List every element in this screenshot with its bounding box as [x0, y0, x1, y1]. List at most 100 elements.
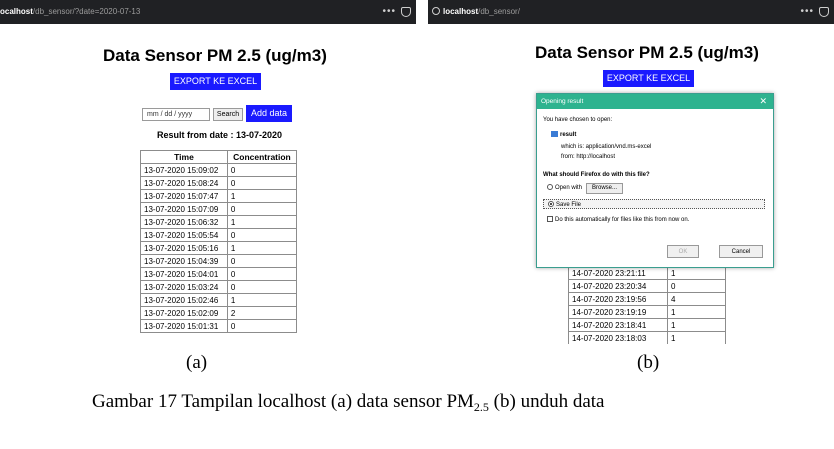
concentration-cell: 4 — [667, 292, 726, 306]
browser-url-bar[interactable]: localhost/db_sensor/ ••• — [428, 0, 834, 24]
figure-caption-post: (b) unduh data — [488, 391, 605, 412]
opening-file-dialog: Opening result ✕ You have chosen to open… — [536, 93, 774, 268]
concentration-cell: 1 — [226, 215, 298, 229]
sensor-data-table: 14-07-2020 23:21:11 1 14-07-2020 23:20:34… — [568, 266, 726, 344]
column-header-time: Time — [140, 150, 228, 164]
time-cell: 13-07-2020 15:02:09 — [140, 306, 228, 320]
table-row: 13-07-2020 15:03:24 0 — [140, 280, 298, 294]
table-row: 14-07-2020 23:20:34 0 — [568, 279, 726, 293]
page-title: Data Sensor PM 2.5 (ug/m3) — [103, 46, 327, 65]
time-cell: 13-07-2020 15:04:39 — [140, 254, 228, 268]
date-input[interactable]: mm / dd / yyyy — [142, 108, 210, 121]
time-cell: 13-07-2020 15:02:46 — [140, 293, 228, 307]
table-row: 14-07-2020 23:19:56 4 — [568, 292, 726, 306]
table-row: 13-07-2020 15:08:24 0 — [140, 176, 298, 190]
concentration-cell: 1 — [667, 331, 726, 344]
concentration-cell: 2 — [226, 306, 298, 320]
save-file-row-content: Save File — [548, 201, 581, 208]
file-icon — [551, 131, 558, 137]
table-row: 13-07-2020 15:02:46 1 — [140, 293, 298, 307]
pocket-icon[interactable] — [819, 7, 829, 17]
export-excel-button[interactable]: EXPORT KE EXCEL — [603, 70, 694, 87]
browser-url-bar[interactable]: ocalhost/db_sensor/?date=2020-07-13 ••• — [0, 0, 416, 24]
add-data-button[interactable]: Add data — [246, 105, 292, 122]
table-row: 13-07-2020 15:05:54 0 — [140, 228, 298, 242]
search-button[interactable]: Search — [213, 108, 243, 121]
source-label: from: http://localhost — [561, 154, 616, 160]
screenshot-panel-b: localhost/db_sensor/ ••• Data Sensor PM … — [428, 0, 834, 344]
save-file-label: Save File — [556, 202, 582, 208]
time-cell: 13-07-2020 15:07:09 — [140, 202, 228, 216]
mime-type-label: which is: application/vnd.ms-excel — [561, 144, 652, 150]
url-path: /db_sensor/ — [478, 7, 520, 16]
concentration-cell: 1 — [226, 293, 298, 307]
table-header-row: Time Concentration — [140, 150, 298, 164]
time-cell: 14-07-2020 23:18:03 — [568, 331, 668, 344]
open-with-label: Open with — [555, 185, 583, 191]
close-icon[interactable]: ✕ — [759, 96, 767, 106]
table-row: 13-07-2020 15:04:01 0 — [140, 267, 298, 281]
caption-b: (b) — [637, 352, 660, 373]
page-actions-menu-icon[interactable]: ••• — [382, 6, 396, 17]
ok-button[interactable]: OK — [667, 245, 699, 258]
time-cell: 13-07-2020 15:08:24 — [140, 176, 228, 190]
time-cell: 14-07-2020 23:19:19 — [568, 305, 668, 319]
time-cell: 14-07-2020 23:20:34 — [568, 279, 668, 293]
pocket-icon[interactable] — [401, 7, 411, 17]
concentration-cell: 0 — [226, 228, 298, 242]
time-cell: 14-07-2020 23:18:41 — [568, 318, 668, 332]
open-with-radio[interactable] — [547, 184, 553, 190]
table-row: 14-07-2020 23:18:41 1 — [568, 318, 726, 332]
auto-checkbox-label: Do this automatically for files like thi… — [555, 217, 690, 223]
export-excel-button[interactable]: EXPORT KE EXCEL — [170, 73, 261, 90]
filename-row: result — [551, 131, 576, 138]
cancel-button[interactable]: Cancel — [719, 245, 763, 258]
table-row: 13-07-2020 15:05:16 1 — [140, 241, 298, 255]
auto-checkbox[interactable] — [547, 216, 553, 222]
time-cell: 13-07-2020 15:07:47 — [140, 189, 228, 203]
concentration-cell: 0 — [226, 319, 298, 333]
concentration-cell: 0 — [226, 176, 298, 190]
time-cell: 13-07-2020 15:04:01 — [140, 267, 228, 281]
concentration-cell: 0 — [226, 254, 298, 268]
save-file-radio[interactable] — [548, 201, 554, 207]
table-row: 13-07-2020 15:09:02 0 — [140, 163, 298, 177]
concentration-cell: 0 — [667, 279, 726, 293]
url-host: localhost — [443, 7, 479, 16]
question-label: What should Firefox do with this file? — [543, 172, 650, 178]
time-cell: 13-07-2020 15:03:24 — [140, 280, 228, 294]
screenshot-panel-a: ocalhost/db_sensor/?date=2020-07-13 ••• … — [0, 0, 416, 344]
save-file-option[interactable]: Save File — [543, 199, 765, 209]
table-row: 13-07-2020 15:07:09 0 — [140, 202, 298, 216]
url-host: ocalhost — [0, 7, 33, 16]
concentration-cell: 1 — [667, 318, 726, 332]
time-cell: 13-07-2020 15:09:02 — [140, 163, 228, 177]
chosen-label: You have chosen to open: — [543, 117, 613, 123]
page-actions-menu-icon[interactable]: ••• — [800, 6, 814, 17]
table-row: 13-07-2020 15:07:47 1 — [140, 189, 298, 203]
result-date-label: Result from date : 13-07-2020 — [157, 130, 283, 140]
time-cell: 13-07-2020 15:01:31 — [140, 319, 228, 333]
time-cell: 14-07-2020 23:19:56 — [568, 292, 668, 306]
auto-option[interactable]: Do this automatically for files like thi… — [547, 216, 689, 223]
table-row: 13-07-2020 15:04:39 0 — [140, 254, 298, 268]
concentration-cell: 0 — [226, 267, 298, 281]
table-row: 13-07-2020 15:01:31 0 — [140, 319, 298, 333]
dialog-titlebar: Opening result ✕ — [537, 94, 773, 109]
time-cell: 13-07-2020 15:05:16 — [140, 241, 228, 255]
browse-button[interactable]: Browse... — [586, 183, 624, 194]
info-icon[interactable] — [432, 7, 440, 15]
url-path: /db_sensor/?date=2020-07-13 — [32, 7, 141, 16]
figure-caption-sub: 2.5 — [473, 400, 489, 414]
sensor-data-table: Time Concentration 13-07-2020 15:09:02 0 … — [140, 150, 298, 333]
concentration-cell: 1 — [226, 241, 298, 255]
concentration-cell: 0 — [226, 202, 298, 216]
open-with-option[interactable]: Open with Browse... — [547, 183, 624, 194]
concentration-cell: 0 — [226, 163, 298, 177]
figure-caption: Gambar 17 Tampilan localhost (a) data se… — [92, 391, 604, 415]
concentration-cell: 1 — [226, 189, 298, 203]
table-row: 14-07-2020 23:18:03 1 — [568, 331, 726, 344]
concentration-cell: 0 — [226, 280, 298, 294]
time-cell: 13-07-2020 15:05:54 — [140, 228, 228, 242]
figure-caption-pre: Gambar 17 Tampilan localhost (a) data se… — [92, 391, 474, 412]
